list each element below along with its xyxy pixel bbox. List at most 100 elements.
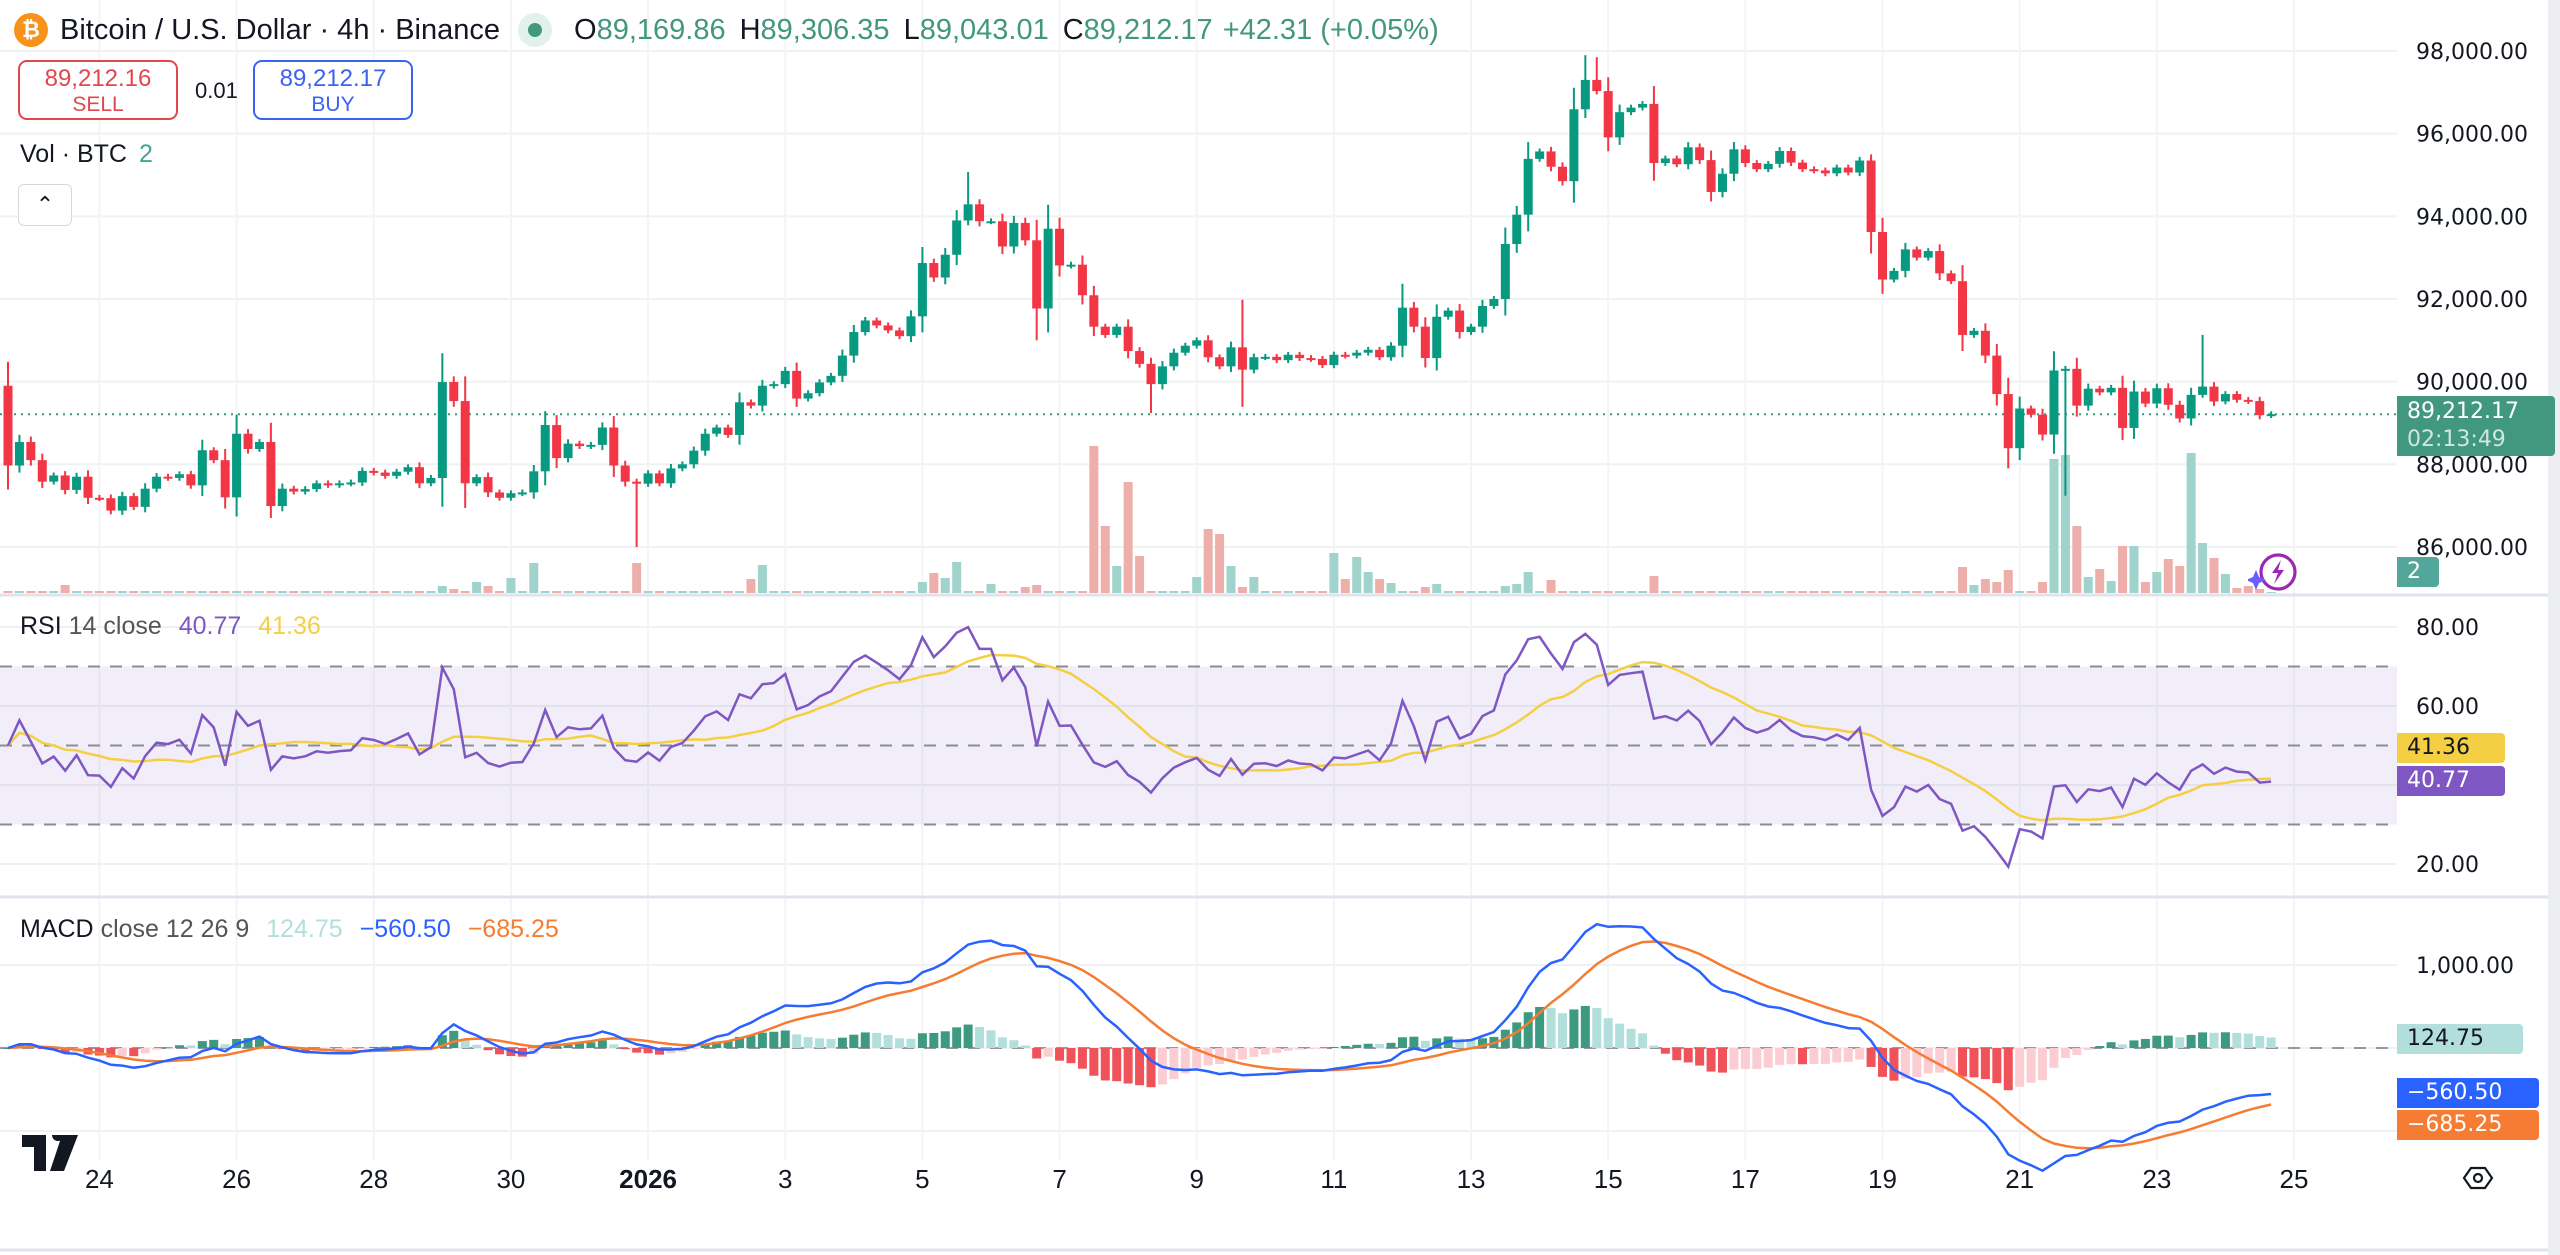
candle-body	[952, 220, 962, 255]
candle-body	[1203, 340, 1213, 358]
volume-legend[interactable]: Vol · BTC 2	[20, 140, 153, 169]
candle	[1912, 246, 1922, 261]
macd-histogram-bar	[1969, 1048, 1979, 1078]
candle-body	[940, 254, 950, 278]
candle	[1432, 304, 1442, 371]
candle-body	[723, 427, 733, 435]
collapse-legend-button[interactable]: ⌃	[18, 184, 72, 226]
volume-bar	[792, 591, 802, 593]
volume-bar	[414, 591, 424, 593]
chart-settings-icon[interactable]	[2462, 1162, 2494, 1199]
candle-body	[872, 320, 882, 326]
volume-bar	[826, 591, 836, 593]
volume-bar	[1546, 580, 1556, 593]
macd-histogram-bar	[472, 1044, 482, 1048]
candle	[552, 415, 562, 469]
volume-bar	[1557, 591, 1567, 593]
rsi-legend[interactable]: RSI 14 close 40.77 41.36	[20, 612, 321, 641]
candle-body	[735, 402, 745, 435]
buy-label: BUY	[311, 93, 355, 116]
volume-bar	[609, 591, 619, 593]
macd-histogram-bar	[780, 1030, 790, 1048]
macd-histogram-bar	[1775, 1048, 1785, 1065]
candle	[963, 172, 973, 226]
buy-button[interactable]: 89,212.17 BUY	[253, 60, 413, 120]
volume-bar	[700, 591, 710, 593]
candle-body	[2072, 368, 2082, 406]
candle-body	[1135, 351, 1145, 364]
macd-legend[interactable]: MACD close 12 26 9 124.75 −560.50 −685.2…	[20, 915, 559, 944]
high-label: H	[739, 13, 761, 46]
macd-histogram-bar	[643, 1048, 653, 1054]
volume-bar	[2026, 591, 2036, 593]
candle-body	[1306, 358, 1316, 361]
macd-histogram-bar	[437, 1035, 447, 1048]
time-axis-label: 24	[85, 1164, 114, 1194]
candle	[1969, 327, 1979, 338]
candle-body	[1397, 307, 1407, 346]
candle-body	[1878, 232, 1888, 280]
candle-body	[1295, 354, 1305, 359]
candle	[1249, 353, 1259, 374]
volume-bar	[3, 591, 13, 593]
candle-body	[1432, 316, 1442, 359]
price-axis-label: 86,000.00	[2416, 536, 2528, 561]
volume-bar	[2003, 570, 2013, 593]
signal-tag: −685.25	[2397, 1110, 2539, 1140]
sell-button[interactable]: 89,212.16 SELL	[18, 60, 178, 120]
candle	[1958, 265, 1968, 352]
candle	[1900, 242, 1910, 278]
time-axis-label: 19	[1868, 1164, 1897, 1194]
tradingview-logo[interactable]	[22, 1129, 84, 1176]
macd-histogram-bar	[2163, 1035, 2173, 1048]
volume-bar	[540, 591, 550, 593]
candle-body	[392, 471, 402, 476]
macd-histogram-bar	[1032, 1048, 1042, 1059]
time-axis-label: 25	[2280, 1164, 2309, 1194]
rsi-value: 40.77	[178, 612, 242, 640]
candle	[300, 486, 310, 495]
volume-bar	[254, 591, 264, 593]
candle	[163, 473, 173, 481]
volume-bar	[552, 591, 562, 593]
volume-bar	[883, 591, 893, 593]
candle	[209, 447, 219, 464]
macd-histogram-bar	[746, 1035, 756, 1048]
macd-histogram-bar	[940, 1031, 950, 1048]
candle-body	[1832, 167, 1842, 174]
candle-body	[1580, 79, 1590, 110]
candle	[1832, 164, 1842, 177]
candle	[1386, 342, 1396, 361]
volume-bar	[209, 591, 219, 593]
macd-histogram-bar	[3, 1048, 13, 1049]
macd-histogram-bar	[1695, 1048, 1705, 1066]
right-edge	[2548, 0, 2560, 1255]
volume-bar	[72, 591, 82, 593]
candle-body	[1032, 240, 1042, 309]
lightning-assistant-icon[interactable]	[2246, 550, 2298, 601]
candle	[14, 434, 24, 473]
macd-histogram-bar	[2015, 1048, 2025, 1087]
candle	[1489, 296, 1499, 309]
candle	[837, 349, 847, 382]
candle-body	[1889, 270, 1899, 280]
macd-histogram-bar	[483, 1048, 493, 1051]
candle-body	[746, 402, 756, 406]
candle-body	[460, 401, 470, 484]
volume-bar	[1740, 591, 1750, 593]
candle	[1192, 337, 1202, 349]
candle-body	[186, 474, 196, 486]
candle	[1066, 261, 1076, 269]
candle	[426, 475, 436, 487]
candle-body	[917, 263, 927, 317]
candle	[1409, 301, 1419, 333]
candle-body	[346, 482, 356, 485]
volume-bar	[1889, 591, 1899, 593]
candle-body	[1672, 158, 1682, 165]
candle	[2026, 405, 2036, 418]
symbol-title[interactable]: Bitcoin / U.S. Dollar · 4h · Binance	[60, 13, 501, 46]
candle-body	[1603, 91, 1613, 138]
candle	[3, 361, 13, 490]
candle-body	[2003, 394, 2013, 449]
